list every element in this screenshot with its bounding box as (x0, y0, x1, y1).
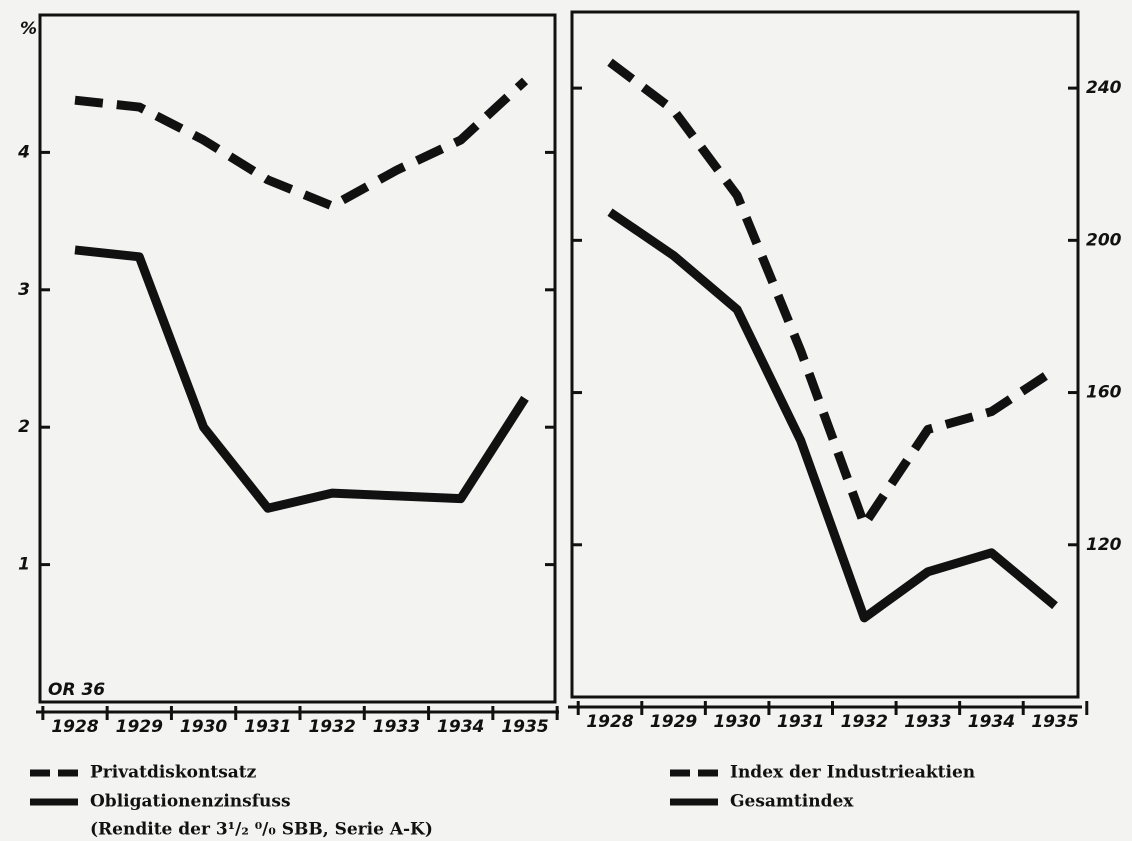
y-unit: % (20, 19, 37, 39)
y-tick-label: 200 (1086, 230, 1122, 250)
legend-label: Privatdiskontsatz (90, 763, 257, 783)
legend-label: Gesamtindex (730, 792, 854, 812)
x-tick-label: 1934 (437, 717, 484, 737)
data-line (74, 245, 529, 513)
x-tick-label: 1928 (586, 712, 633, 732)
plot-frame (38, 13, 557, 704)
x-tick-label: 1929 (650, 712, 697, 732)
x-tick-label: 1933 (904, 712, 951, 732)
x-tick-label: 1933 (373, 717, 420, 737)
x-tick-label: 1930 (180, 717, 227, 737)
legend-label: Index der Industrieaktien (730, 763, 975, 783)
x-tick-label: 1929 (116, 717, 163, 737)
y-tick-label: 1 (18, 555, 30, 575)
x-tick-label: 1932 (841, 712, 888, 732)
plot-frame (570, 10, 1080, 699)
x-tick-label: 1935 (501, 717, 548, 737)
y-tick-label: 240 (1086, 78, 1122, 98)
annotation: OR 36 (48, 680, 105, 700)
y-tick-label: 4 (17, 142, 30, 162)
x-tick-label: 1932 (308, 717, 355, 737)
x-tick-label: 1928 (51, 717, 98, 737)
x-tick-label: 1931 (777, 712, 824, 732)
data-line (607, 58, 1058, 530)
x-tick-label: 1930 (713, 712, 760, 732)
legend-note: (Rendite der 3¹/₂ ⁰/₀ SBB, Serie A-K) (90, 820, 433, 840)
legend-label: Obligationenzinsfuss (90, 792, 291, 812)
y-tick-label: 160 (1086, 383, 1122, 403)
x-tick-label: 1931 (244, 717, 291, 737)
y-tick-label: 2 (18, 417, 30, 437)
y-tick-label: 3 (18, 280, 30, 300)
x-tick-label: 1935 (1031, 712, 1078, 732)
data-line (607, 208, 1058, 623)
y-tick-label: 120 (1086, 535, 1122, 555)
x-tick-label: 1934 (968, 712, 1015, 732)
data-line (74, 77, 529, 211)
